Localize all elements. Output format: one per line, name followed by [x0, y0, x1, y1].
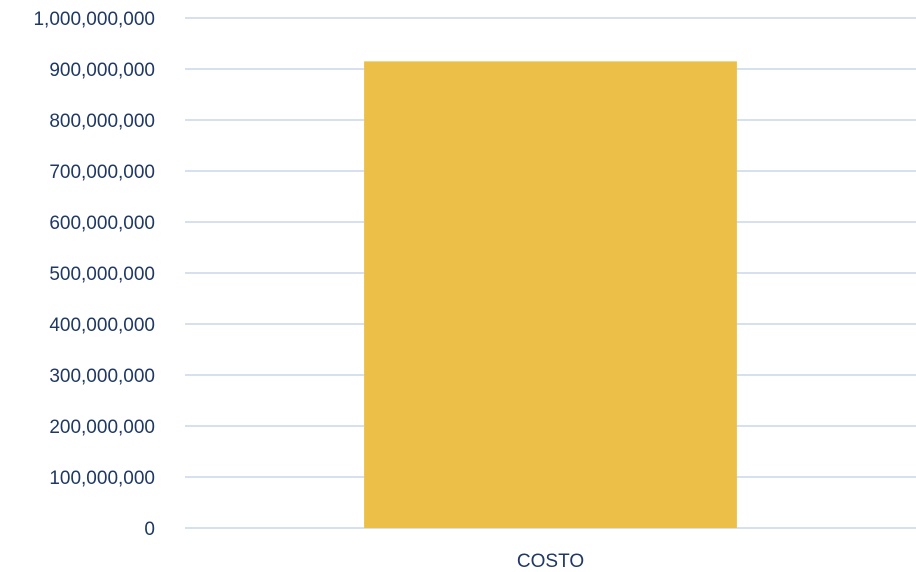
- y-tick-label: 500,000,000: [49, 264, 155, 285]
- x-category-label: COSTO: [517, 551, 584, 572]
- bars: [364, 61, 737, 528]
- bar-costo: [364, 61, 737, 528]
- y-tick-label: 0: [144, 519, 155, 540]
- y-tick-label: 800,000,000: [49, 111, 155, 132]
- y-tick-label: 200,000,000: [49, 417, 155, 438]
- y-tick-label: 1,000,000,000: [33, 9, 155, 30]
- y-tick-label: 600,000,000: [49, 213, 155, 234]
- y-tick-label: 900,000,000: [49, 60, 155, 81]
- x-axis-category-labels: COSTO: [517, 551, 584, 572]
- y-tick-label: 100,000,000: [49, 468, 155, 489]
- y-tick-label: 700,000,000: [49, 162, 155, 183]
- y-tick-label: 300,000,000: [49, 366, 155, 387]
- y-axis-tick-labels: 0 100,000,000 200,000,000 300,000,000 400,00…: [33, 9, 155, 540]
- y-tick-label: 400,000,000: [49, 315, 155, 336]
